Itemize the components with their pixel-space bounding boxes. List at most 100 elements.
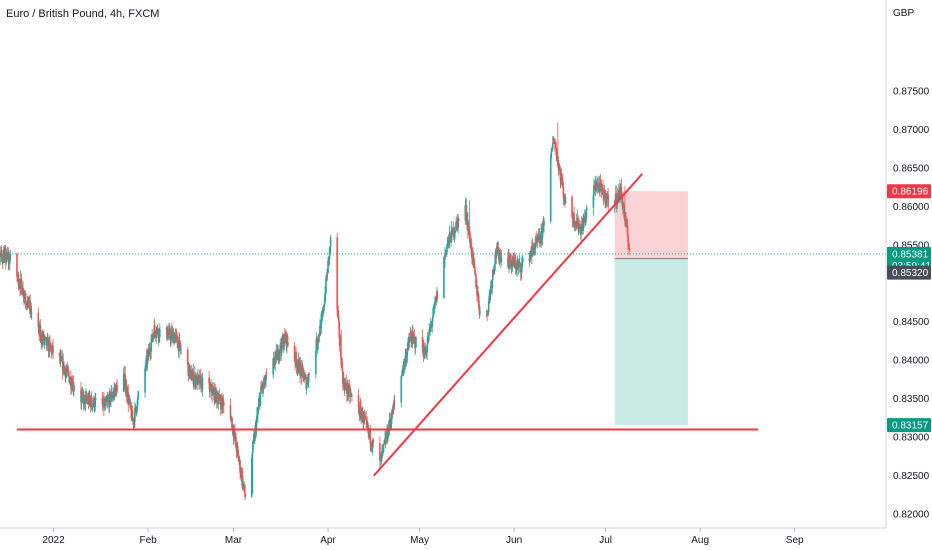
candle-body bbox=[274, 358, 276, 364]
candle-body bbox=[106, 401, 108, 402]
take-profit-zone[interactable] bbox=[614, 258, 688, 426]
candle-body bbox=[412, 332, 414, 336]
candle-body bbox=[521, 258, 524, 263]
currency-label: GBP bbox=[893, 8, 914, 19]
candle-body bbox=[316, 344, 319, 347]
candle-body bbox=[549, 158, 552, 222]
candle-body bbox=[429, 326, 432, 333]
candle-body bbox=[103, 402, 106, 409]
candle-body bbox=[305, 376, 307, 389]
candle-body bbox=[361, 411, 364, 422]
candle-body bbox=[595, 182, 597, 190]
candle-body bbox=[222, 401, 224, 407]
candle-body bbox=[359, 405, 362, 408]
candle-body bbox=[273, 357, 275, 364]
candle-body bbox=[229, 405, 232, 419]
candle-body bbox=[386, 428, 389, 439]
candle-body bbox=[235, 437, 237, 447]
candle-body bbox=[580, 224, 583, 229]
candle-body bbox=[279, 344, 282, 354]
candle-body bbox=[496, 246, 499, 249]
candle-body bbox=[167, 334, 170, 336]
candle-body bbox=[318, 336, 321, 337]
candle-body bbox=[93, 407, 96, 409]
candle-body bbox=[371, 439, 374, 448]
candle-body bbox=[70, 387, 73, 389]
candle-body bbox=[24, 295, 26, 298]
candle-body bbox=[343, 379, 345, 387]
candle-body bbox=[400, 375, 403, 403]
candle-body bbox=[531, 246, 533, 257]
candle-body bbox=[295, 359, 298, 368]
candle-body bbox=[321, 315, 324, 317]
candle-body bbox=[298, 359, 300, 362]
candle-body bbox=[302, 373, 305, 381]
candle-body bbox=[231, 417, 233, 429]
candle-body bbox=[432, 308, 435, 317]
candle-body bbox=[62, 361, 65, 372]
candle-body bbox=[90, 396, 93, 405]
candle-body bbox=[299, 364, 302, 376]
candle-body bbox=[324, 293, 327, 295]
candle-body bbox=[5, 259, 8, 262]
candle-body bbox=[511, 261, 514, 266]
candle-body bbox=[414, 347, 417, 348]
candle-body bbox=[320, 320, 322, 334]
candle-body bbox=[105, 399, 108, 402]
candle-body bbox=[324, 293, 326, 303]
candle-body bbox=[337, 312, 340, 316]
candle-body bbox=[241, 475, 244, 487]
candle-body bbox=[18, 284, 21, 286]
candle-body bbox=[43, 334, 45, 342]
candle-body bbox=[520, 263, 523, 273]
candle-body bbox=[369, 443, 372, 445]
candle-body bbox=[465, 204, 468, 218]
candle-body bbox=[278, 353, 281, 355]
stop-price-label: 0.86196 bbox=[892, 187, 929, 198]
candle-body bbox=[534, 240, 537, 248]
candle-body bbox=[218, 394, 221, 401]
candle-body bbox=[410, 336, 413, 341]
candle-body bbox=[449, 236, 452, 243]
price-tick-label: 0.84500 bbox=[893, 317, 930, 328]
candle-body bbox=[257, 411, 259, 415]
candle-body bbox=[22, 289, 25, 298]
candle-body bbox=[320, 318, 323, 321]
candle-body bbox=[303, 379, 305, 381]
candle-body bbox=[166, 338, 169, 340]
candle-body bbox=[0, 250, 3, 256]
candle-body bbox=[518, 264, 520, 266]
candle-body bbox=[623, 205, 625, 214]
candle-body bbox=[123, 373, 126, 375]
candle-body bbox=[492, 271, 495, 273]
candle-body bbox=[552, 143, 555, 144]
candle-body bbox=[574, 222, 577, 227]
candle-body bbox=[186, 349, 189, 365]
candle-body bbox=[301, 366, 304, 369]
candle-body bbox=[171, 332, 174, 339]
candle-body bbox=[350, 394, 353, 395]
price-axis[interactable]: 0.87500 0.87000 0.86500 0.86000 0.85500 0.845… bbox=[893, 86, 930, 520]
trend-line[interactable] bbox=[373, 173, 643, 477]
candle-body bbox=[446, 245, 448, 253]
candle-body bbox=[379, 443, 381, 461]
candle-body bbox=[553, 141, 556, 143]
candle-body bbox=[571, 216, 574, 220]
candle-body bbox=[221, 398, 223, 403]
candle-body bbox=[122, 373, 125, 392]
candle-body bbox=[517, 264, 520, 267]
candle-body bbox=[197, 374, 199, 385]
candle-body bbox=[94, 398, 97, 400]
time-tick-label: May bbox=[410, 535, 429, 546]
candle-body bbox=[277, 348, 280, 360]
time-axis[interactable]: 62022FebMarAprMayJunJulAugSep bbox=[0, 528, 804, 546]
candle-body bbox=[382, 446, 384, 450]
candle-body bbox=[73, 389, 76, 391]
candle-body bbox=[272, 358, 274, 375]
candle-body bbox=[284, 334, 286, 336]
candle-body bbox=[20, 278, 22, 280]
candle-body bbox=[410, 333, 412, 337]
candle-body bbox=[170, 333, 172, 341]
candle-body bbox=[193, 377, 196, 382]
